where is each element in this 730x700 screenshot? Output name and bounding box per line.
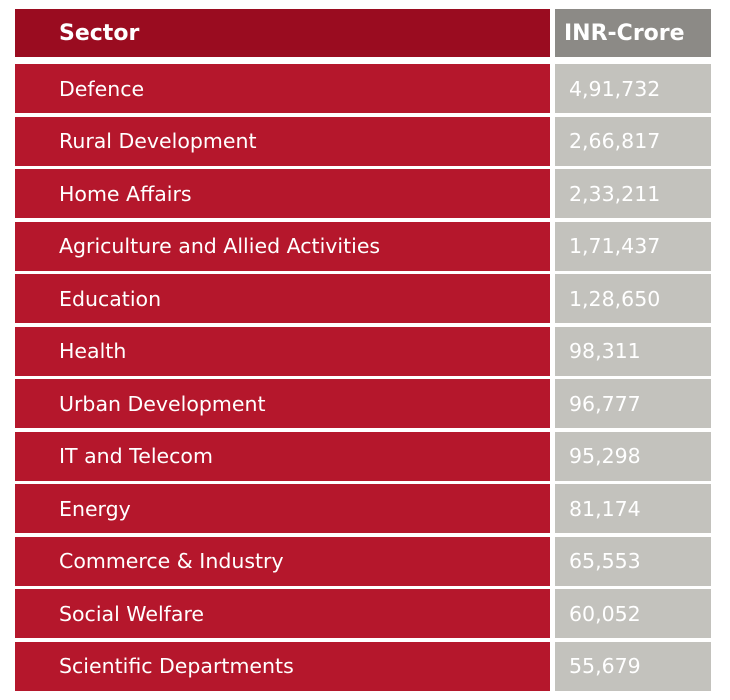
- table-row: Rural Development 2,66,817: [15, 116, 711, 166]
- header-sector: Sector: [15, 9, 550, 57]
- sector-cell: Defence: [15, 64, 550, 113]
- header-inr-crore: INR-Crore: [555, 9, 711, 57]
- table-row: Scientific Departments 55,679: [15, 641, 711, 691]
- value-cell: 65,553: [555, 536, 711, 586]
- table-row: Urban Development 96,777: [15, 379, 711, 428]
- table-row: Social Welfare 60,052: [15, 589, 711, 638]
- sector-cell: Health: [15, 326, 550, 376]
- table-row: IT and Telecom 95,298: [15, 431, 711, 481]
- value-cell: 98,311: [555, 326, 711, 376]
- sector-cell: Agriculture and Allied Activities: [15, 221, 550, 271]
- value-cell: 60,052: [555, 589, 711, 638]
- value-cell: 81,174: [555, 484, 711, 533]
- sector-cell: Scientific Departments: [15, 641, 550, 691]
- value-cell: 2,33,211: [555, 169, 711, 218]
- value-cell: 96,777: [555, 379, 711, 428]
- value-cell: 4,91,732: [555, 64, 711, 113]
- table-row: Energy 81,174: [15, 484, 711, 533]
- sector-cell: Home Affairs: [15, 169, 550, 218]
- sector-cell: Urban Development: [15, 379, 550, 428]
- sector-cell: Energy: [15, 484, 550, 533]
- table-row: Agriculture and Allied Activities 1,71,4…: [15, 221, 711, 271]
- sector-cell: Education: [15, 274, 550, 323]
- sector-cell: Commerce & Industry: [15, 536, 550, 586]
- table-header-row: Sector INR-Crore: [15, 9, 711, 57]
- sector-allocation-table: Sector INR-Crore Defence 4,91,732 Rural …: [15, 9, 711, 694]
- table-row: Education 1,28,650: [15, 274, 711, 323]
- value-cell: 1,71,437: [555, 221, 711, 271]
- value-cell: 55,679: [555, 641, 711, 691]
- sector-cell: IT and Telecom: [15, 431, 550, 481]
- value-cell: 1,28,650: [555, 274, 711, 323]
- table-row: Home Affairs 2,33,211: [15, 169, 711, 218]
- sector-cell: Rural Development: [15, 116, 550, 166]
- table-row: Health 98,311: [15, 326, 711, 376]
- table-row: Defence 4,91,732: [15, 64, 711, 113]
- value-cell: 95,298: [555, 431, 711, 481]
- sector-cell: Social Welfare: [15, 589, 550, 638]
- table-row: Commerce & Industry 65,553: [15, 536, 711, 586]
- value-cell: 2,66,817: [555, 116, 711, 166]
